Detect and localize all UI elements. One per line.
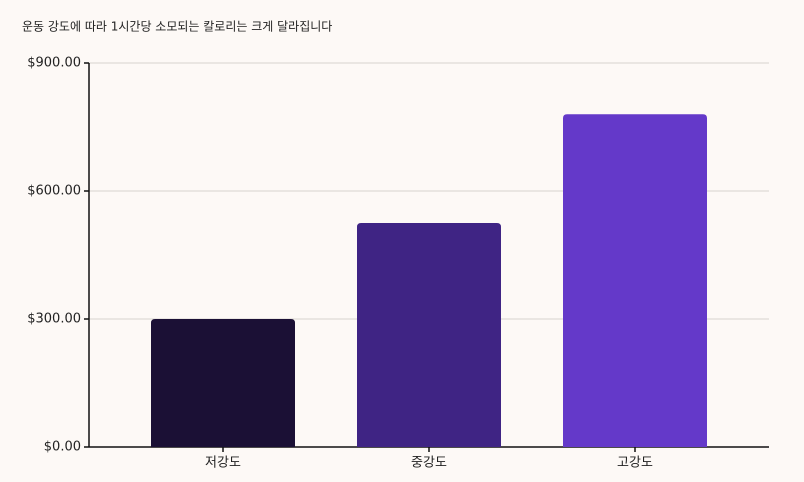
x-tick-label: 중강도 xyxy=(411,456,447,471)
chart-title: 운동 강도에 따라 1시간당 소모되는 칼로리는 크게 달라집니다 xyxy=(22,20,332,34)
y-tick-label: $0.00 xyxy=(44,440,81,455)
y-tick-label: $600.00 xyxy=(27,184,81,199)
x-tick-label: 고강도 xyxy=(617,456,653,471)
bar xyxy=(563,114,707,447)
y-tick-label: $300.00 xyxy=(27,312,81,327)
bar xyxy=(151,319,295,447)
y-tick-label: $900.00 xyxy=(27,56,81,71)
bar xyxy=(357,223,501,447)
x-tick-label: 저강도 xyxy=(205,456,241,471)
